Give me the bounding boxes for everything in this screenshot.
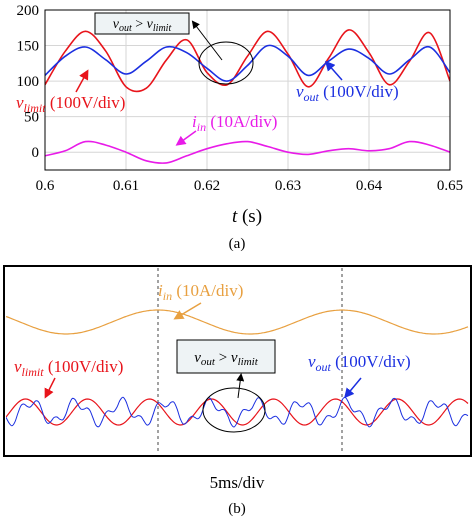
x-tick-label: 0.6 — [36, 178, 55, 194]
arrow-v-limit-a — [75, 69, 89, 93]
arrow-v-limit-b — [44, 377, 56, 399]
callout-arrow-b — [236, 373, 245, 399]
series-lines-b — [6, 309, 469, 428]
series-line-v-limit — [45, 29, 450, 93]
series-line-i-in — [45, 140, 450, 164]
callout-arrow-a — [191, 20, 223, 61]
callout-ellipse-b — [202, 387, 266, 433]
trace-i-in-b — [6, 309, 469, 335]
caption-b: (b) — [228, 501, 246, 517]
label-v-limit-b: vlimit (100V/div) — [14, 357, 123, 379]
x-tick-label: 0.63 — [275, 178, 301, 194]
callout-box-b — [176, 339, 276, 374]
callout-ellipse-a — [198, 41, 254, 85]
arrow-i-in-b — [173, 302, 202, 320]
y-tick-label: 200 — [17, 3, 40, 19]
label-v-out-b: vout (100V/div) — [308, 352, 411, 374]
arrow-i-in-a — [175, 130, 197, 146]
callout-box-a — [94, 12, 190, 35]
plot-frame-a — [44, 9, 451, 171]
time-scale-label: 5ms/div — [210, 473, 265, 492]
panel-a: 0.6 0.61 0.62 0.63 0.64 0.65 0 50 100 150 200 t (s… — [16, 3, 463, 252]
caption-a: (a) — [229, 236, 246, 252]
series-lines-a — [45, 29, 450, 164]
y-tick-label: 150 — [17, 39, 40, 55]
trace-v-out-b — [6, 396, 469, 428]
x-axis-label: t (s) — [232, 206, 262, 227]
x-tick-label: 0.61 — [113, 178, 139, 194]
label-i-in-b: iin (10A/div) — [158, 281, 243, 303]
label-i-in-a: iin (10A/div) — [192, 112, 277, 134]
panel-b: vout > vlimit iin (10A/div) vlimit (100V… — [3, 265, 472, 517]
x-tick-label: 0.64 — [356, 178, 383, 194]
x-tick-label: 0.65 — [437, 178, 463, 194]
arrow-v-out-a — [325, 60, 343, 81]
series-line-v-out — [45, 44, 450, 82]
label-v-out-a: vout (100V/div) — [296, 82, 399, 104]
y-tick-label: 0 — [32, 145, 40, 161]
arrow-v-out-b — [344, 377, 362, 399]
y-tick-label: 100 — [17, 74, 40, 90]
ticks-a: 0.6 0.61 0.62 0.63 0.64 0.65 0 50 100 150 200 — [17, 3, 464, 194]
label-v-limit-a: vlimit (100V/div) — [16, 93, 125, 115]
x-tick-label: 0.62 — [194, 178, 220, 194]
callout-text-b: vout > vlimit — [194, 350, 258, 368]
callout-text-a: vout > vlimit — [113, 17, 172, 34]
y-tick-label: 50 — [24, 110, 39, 126]
